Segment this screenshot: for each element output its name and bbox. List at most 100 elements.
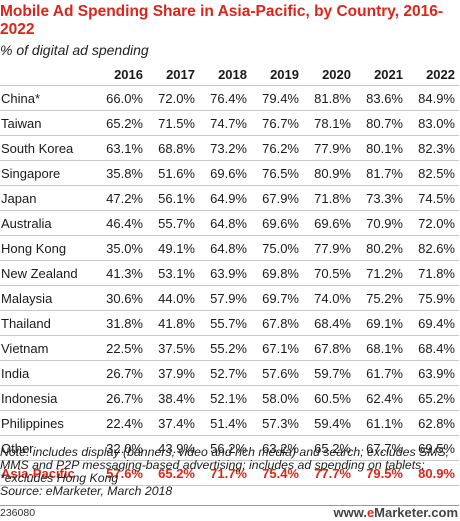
source-text: Source: eMarketer, March 2018 <box>0 484 173 498</box>
column-header: 2018 <box>218 67 247 82</box>
value-cell: 52.7% <box>199 360 251 386</box>
table-row: Taiwan 65.2% 71.5% 74.7% 76.7% 78.1% 80.7% 83.0… <box>0 110 459 136</box>
value-cell: 65.2% <box>95 110 147 136</box>
country-cell: Australia <box>0 210 95 236</box>
value-cell: 55.7% <box>199 310 251 336</box>
value-cell: 22.4% <box>95 410 147 436</box>
value-cell: 83.6% <box>355 85 407 111</box>
table-row: Singapore 35.8% 51.6% 69.6% 76.5% 80.9% 81.7% 8… <box>0 160 459 186</box>
value-cell: 68.4% <box>407 335 459 361</box>
value-cell: 71.7% <box>199 460 251 486</box>
country-cell: Japan <box>0 185 95 211</box>
value-cell: 77.7% <box>303 460 355 486</box>
value-cell: 63.1% <box>95 135 147 161</box>
value-cell: 63.2% <box>251 435 303 461</box>
value-cell: 78.1% <box>303 110 355 136</box>
value-cell: 69.5% <box>407 435 459 461</box>
value-cell: 53.1% <box>147 260 199 286</box>
country-cell: Hong Kong <box>0 235 95 261</box>
value-cell: 74.0% <box>303 285 355 311</box>
value-cell: 76.7% <box>251 110 303 136</box>
value-cell: 77.9% <box>303 235 355 261</box>
value-cell: 66.0% <box>95 85 147 111</box>
table-row: Philippines 22.4% 37.4% 51.4% 57.3% 59.4% 61.1… <box>0 410 459 436</box>
column-header: 2020 <box>322 67 351 82</box>
column-header: 2021 <box>374 67 403 82</box>
value-cell: 57.6% <box>95 460 147 486</box>
value-cell: 51.6% <box>147 160 199 186</box>
table-row: Hong Kong 35.0% 49.1% 64.8% 75.0% 77.9% 80.2% 8… <box>0 235 459 261</box>
value-cell: 65.2% <box>407 385 459 411</box>
country-cell: Asia-Pacific <box>0 460 95 486</box>
value-cell: 64.9% <box>199 185 251 211</box>
value-cell: 76.4% <box>199 85 251 111</box>
country-cell: New Zealand <box>0 260 95 286</box>
value-cell: 32.0% <box>95 435 147 461</box>
value-cell: 81.8% <box>303 85 355 111</box>
table-row: Indonesia 26.7% 38.4% 52.1% 58.0% 60.5% 62.4% 6… <box>0 385 459 411</box>
value-cell: 41.8% <box>147 310 199 336</box>
value-cell: 71.5% <box>147 110 199 136</box>
value-cell: 58.0% <box>251 385 303 411</box>
value-cell: 37.5% <box>147 335 199 361</box>
value-cell: 56.1% <box>147 185 199 211</box>
value-cell: 26.7% <box>95 385 147 411</box>
value-cell: 37.4% <box>147 410 199 436</box>
value-cell: 80.7% <box>355 110 407 136</box>
value-cell: 80.9% <box>303 160 355 186</box>
value-cell: 71.2% <box>355 260 407 286</box>
country-cell: South Korea <box>0 135 95 161</box>
value-cell: 31.8% <box>95 310 147 336</box>
column-header: 2019 <box>270 67 299 82</box>
value-cell: 57.3% <box>251 410 303 436</box>
value-cell: 82.3% <box>407 135 459 161</box>
value-cell: 55.2% <box>199 335 251 361</box>
value-cell: 74.5% <box>407 185 459 211</box>
column-header: 2016 <box>114 67 143 82</box>
value-cell: 43.9% <box>147 435 199 461</box>
value-cell: 71.8% <box>303 185 355 211</box>
value-cell: 79.4% <box>251 85 303 111</box>
value-cell: 77.9% <box>303 135 355 161</box>
value-cell: 69.6% <box>303 210 355 236</box>
table-row: Vietnam 22.5% 37.5% 55.2% 67.1% 67.8% 68.1% 68.… <box>0 335 459 361</box>
value-cell: 70.9% <box>355 210 407 236</box>
value-cell: 64.8% <box>199 235 251 261</box>
value-cell: 67.7% <box>355 435 407 461</box>
value-cell: 30.6% <box>95 285 147 311</box>
table-row: China* 66.0% 72.0% 76.4% 79.4% 81.8% 83.6% 84.9… <box>0 85 459 111</box>
value-cell: 61.7% <box>355 360 407 386</box>
country-cell: Vietnam <box>0 335 95 361</box>
value-cell: 37.9% <box>147 360 199 386</box>
table-row: Malaysia 30.6% 44.0% 57.9% 69.7% 74.0% 75.2% 75… <box>0 285 459 311</box>
brand-suffix: .com <box>427 505 458 520</box>
value-cell: 26.7% <box>95 360 147 386</box>
value-cell: 80.2% <box>355 235 407 261</box>
country-cell: Malaysia <box>0 285 95 311</box>
country-cell: Taiwan <box>0 110 95 136</box>
value-cell: 69.6% <box>199 160 251 186</box>
value-cell: 69.8% <box>251 260 303 286</box>
brand-name: Marketer <box>374 505 428 520</box>
value-cell: 67.9% <box>251 185 303 211</box>
value-cell: 73.2% <box>199 135 251 161</box>
value-cell: 73.3% <box>355 185 407 211</box>
value-cell: 35.0% <box>95 235 147 261</box>
header-country <box>0 64 95 86</box>
value-cell: 72.0% <box>147 85 199 111</box>
table-row: Thailand 31.8% 41.8% 55.7% 67.8% 68.4% 69.1% 69… <box>0 310 459 336</box>
value-cell: 76.5% <box>251 160 303 186</box>
value-cell: 74.7% <box>199 110 251 136</box>
value-cell: 35.8% <box>95 160 147 186</box>
value-cell: 63.9% <box>407 360 459 386</box>
value-cell: 57.9% <box>199 285 251 311</box>
value-cell: 71.8% <box>407 260 459 286</box>
column-header: 2017 <box>166 67 195 82</box>
value-cell: 52.1% <box>199 385 251 411</box>
value-cell: 38.4% <box>147 385 199 411</box>
value-cell: 69.7% <box>251 285 303 311</box>
value-cell: 61.1% <box>355 410 407 436</box>
value-cell: 62.4% <box>355 385 407 411</box>
value-cell: 69.4% <box>407 310 459 336</box>
value-cell: 75.4% <box>251 460 303 486</box>
